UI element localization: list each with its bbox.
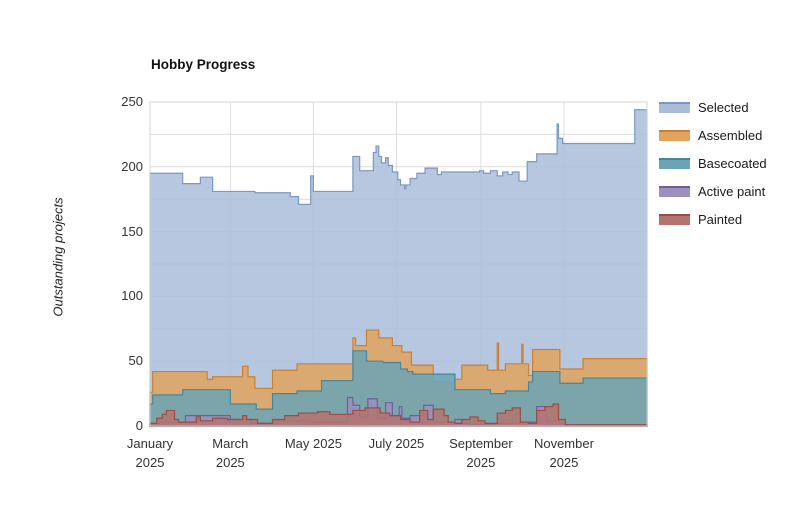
legend-label: Active paint <box>698 184 766 199</box>
y-tick-label: 50 <box>128 353 143 369</box>
legend-item-basecoated[interactable]: Basecoated <box>659 156 767 171</box>
legend-swatch-assembled <box>659 130 690 141</box>
x-tick-label: November 2025 <box>533 436 594 470</box>
legend-item-assembled[interactable]: Assembled <box>659 128 767 143</box>
legend: Selected Assembled Basecoated Active pai… <box>659 100 767 240</box>
legend-item-painted[interactable]: Painted <box>659 212 767 227</box>
x-tick-label: May 2025 <box>284 436 342 451</box>
area-series-basecoated <box>149 350 648 427</box>
y-tick-label: 0 <box>135 418 143 433</box>
y-tick-label: 200 <box>121 158 143 174</box>
y-tick-label: 150 <box>121 223 143 239</box>
x-tick-label: January 2025 <box>126 436 174 470</box>
y-tick-label: 100 <box>121 288 143 304</box>
legend-item-active-paint[interactable]: Active paint <box>659 184 767 199</box>
legend-swatch-active-paint <box>659 186 690 197</box>
legend-label: Assembled <box>698 128 763 143</box>
legend-item-selected[interactable]: Selected <box>659 100 767 115</box>
legend-label: Painted <box>698 212 743 227</box>
x-tick-label: July 2025 <box>368 436 425 451</box>
chart-title: Hobby Progress <box>151 57 256 72</box>
x-tick-label: September 2025 <box>449 436 513 470</box>
x-tick-label: March 2025 <box>212 436 249 470</box>
legend-label: Selected <box>698 100 749 115</box>
legend-swatch-basecoated <box>659 158 690 169</box>
plot-frame <box>149 101 648 427</box>
legend-label: Basecoated <box>698 156 767 171</box>
y-tick-label: 250 <box>121 94 143 109</box>
area-series-painted <box>149 403 648 427</box>
legend-swatch-selected <box>659 102 690 113</box>
legend-swatch-painted <box>659 214 690 225</box>
